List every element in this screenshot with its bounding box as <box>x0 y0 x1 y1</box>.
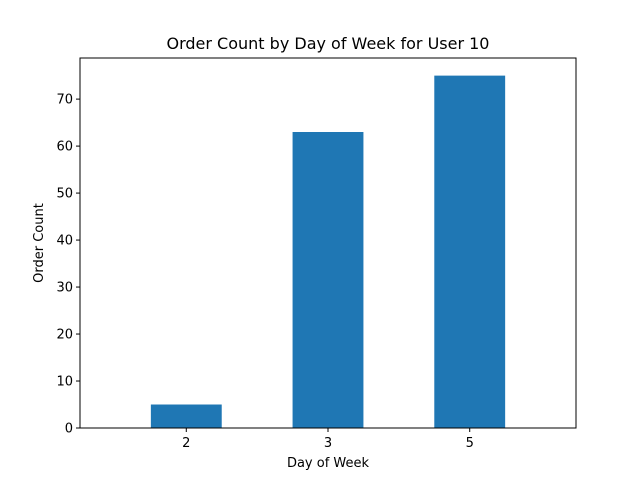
x-axis: 2 3 5 <box>182 428 474 451</box>
y-tick-label: 60 <box>56 140 73 155</box>
y-tick-label: 0 <box>65 422 73 437</box>
chart-title: Order Count by Day of Week for User 10 <box>167 34 490 53</box>
y-tick-label: 10 <box>56 375 73 390</box>
bars-group <box>150 75 506 429</box>
bar-day-3 <box>292 132 364 428</box>
y-axis-label: Order Count <box>32 203 47 283</box>
x-tick-label: 3 <box>324 436 332 451</box>
x-tick-label: 2 <box>182 436 190 451</box>
bar-day-2 <box>150 404 222 428</box>
x-axis-label: Day of Week <box>287 456 370 471</box>
bar-day-5 <box>434 75 506 429</box>
y-tick-label: 30 <box>56 281 73 296</box>
y-tick-label: 70 <box>56 93 73 108</box>
x-tick-label: 5 <box>466 436 474 451</box>
y-tick-label: 50 <box>56 187 73 202</box>
y-tick-label: 40 <box>56 234 73 249</box>
y-tick-label: 20 <box>56 328 73 343</box>
y-axis: 0 10 20 30 40 50 60 70 <box>56 93 80 437</box>
